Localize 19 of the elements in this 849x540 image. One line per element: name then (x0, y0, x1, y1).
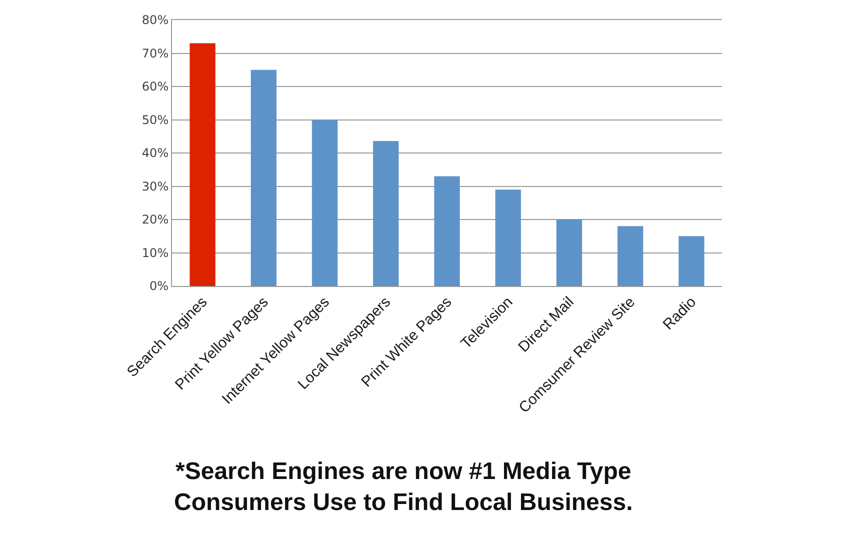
bar (312, 120, 338, 286)
y-tick-label: 80% (142, 13, 169, 28)
text: *Search Engines are now #1 Media Type Consumers Use to Find Local Business. (174, 458, 633, 516)
bar (373, 141, 399, 286)
y-tick-label: 20% (142, 212, 169, 227)
bar (678, 236, 704, 286)
y-tick-label: 50% (142, 112, 169, 127)
y-tick-label: 10% (142, 246, 169, 260)
bar (495, 190, 521, 286)
bar (434, 176, 460, 286)
y-tick-label: 40% (142, 146, 169, 160)
y-tick-label: 0% (150, 279, 169, 294)
y-tick-label: 30% (142, 179, 169, 194)
bar (556, 220, 582, 286)
bar (250, 70, 276, 286)
y-tick-label: 60% (142, 80, 169, 94)
bar (618, 226, 644, 286)
bar (190, 43, 216, 286)
y-tick-label: 70% (142, 46, 169, 60)
